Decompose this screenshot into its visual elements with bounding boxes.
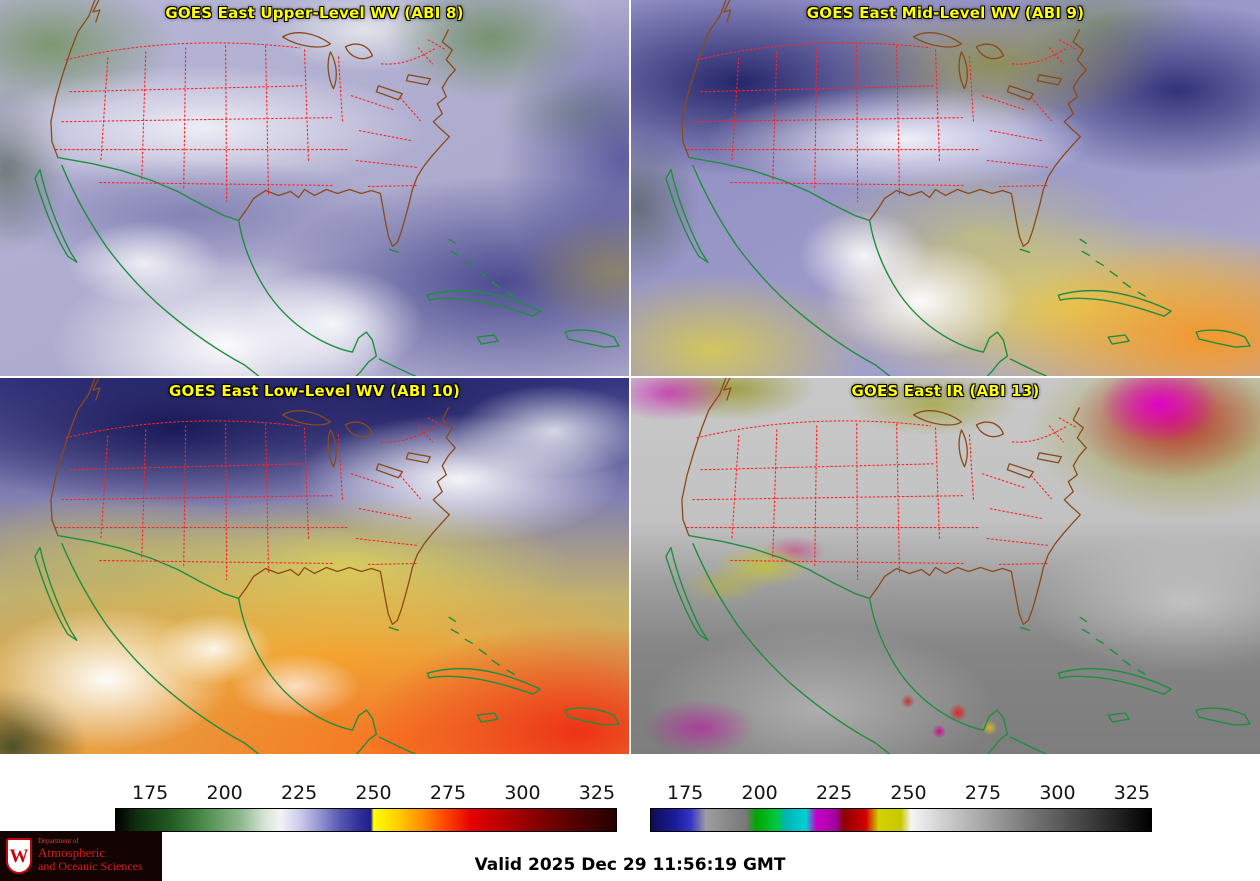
panel-title-upper-wv: GOES East Upper-Level WV (ABI 8)	[165, 4, 464, 22]
uw-aos-logo: W Department of Atmospheric and Oceanic …	[0, 831, 162, 881]
wv-colorbar: 175 200 225 250 275 300 325	[115, 780, 617, 832]
wv-tick-325: 325	[578, 782, 616, 804]
footer: 175 200 225 250 275 300 325 175 200 225 …	[0, 754, 1260, 881]
ir-colorbar-gradient	[650, 808, 1152, 832]
wv-tick-250: 250	[355, 782, 392, 804]
ir-tick-225: 225	[815, 782, 853, 804]
valid-time: Valid 2025 Dec 29 11:56:19 GMT	[474, 855, 786, 875]
wv-tick-300: 300	[504, 782, 541, 804]
ir-colorbar-ticks: 175 200 225 250 275 300 325	[650, 780, 1152, 808]
ir-tick-250: 250	[890, 782, 927, 804]
panel-title-mid-wv: GOES East Mid-Level WV (ABI 9)	[806, 4, 1085, 22]
map-overlay	[34, 378, 620, 754]
wv-colorbar-ticks: 175 200 225 250 275 300 325	[115, 780, 617, 808]
ir-tick-300: 300	[1039, 782, 1076, 804]
logo-atmospheric-line: Atmospheric	[38, 845, 106, 861]
map-overlay	[665, 0, 1251, 376]
map-overlay	[665, 378, 1251, 754]
panel-grid: GOES East Upper-Level WV (ABI 8) GOES Ea…	[0, 0, 1260, 754]
wv-colorbar-gradient	[115, 808, 617, 832]
uw-aos-logo-text: Department of Atmospheric and Oceanic Sc…	[38, 838, 143, 873]
panel-title-ir: GOES East IR (ABI 13)	[851, 382, 1040, 400]
wv-tick-200: 200	[206, 782, 243, 804]
logo-department-line: Department of	[38, 837, 79, 846]
uw-crest-icon: W	[6, 838, 32, 874]
ir-tick-175: 175	[666, 782, 704, 804]
map-overlay	[34, 0, 620, 376]
panel-mid-level-wv: GOES East Mid-Level WV (ABI 9)	[631, 0, 1260, 376]
ir-colorbar: 175 200 225 250 275 300 325	[650, 780, 1152, 832]
wv-tick-175: 175	[131, 782, 169, 804]
wv-tick-225: 225	[280, 782, 318, 804]
uw-crest-letter: W	[9, 845, 29, 867]
panel-low-level-wv: GOES East Low-Level WV (ABI 10)	[0, 378, 629, 754]
wv-tick-275: 275	[429, 782, 467, 804]
panel-ir: GOES East IR (ABI 13)	[631, 378, 1260, 754]
ir-tick-275: 275	[964, 782, 1002, 804]
ir-tick-200: 200	[741, 782, 778, 804]
panel-title-low-wv: GOES East Low-Level WV (ABI 10)	[168, 382, 461, 400]
logo-oceanic-line: and Oceanic Sciences	[38, 859, 143, 874]
ir-tick-325: 325	[1113, 782, 1151, 804]
panel-upper-level-wv: GOES East Upper-Level WV (ABI 8)	[0, 0, 629, 376]
